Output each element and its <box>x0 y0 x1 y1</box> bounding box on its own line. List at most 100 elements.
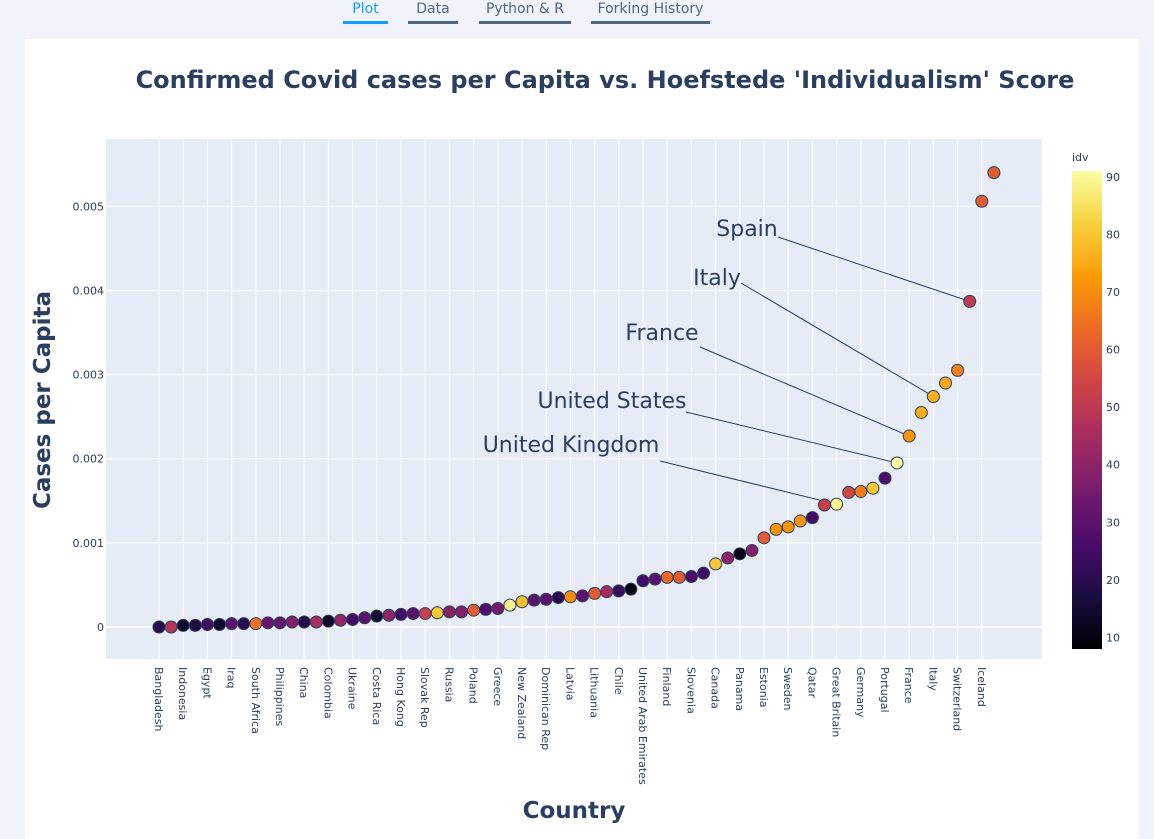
tab-forking-history[interactable]: Forking History <box>591 0 710 24</box>
data-point <box>963 294 977 308</box>
data-point <box>830 497 844 511</box>
y-tick-label: 0 <box>97 621 104 634</box>
tab-bar: Plot Data Python & R Forking History <box>0 0 1154 28</box>
colorbar-tick-label: 80 <box>1106 228 1120 241</box>
x-tick-label: Costa Rica <box>370 667 383 725</box>
data-point <box>285 615 299 629</box>
data-point <box>491 602 505 616</box>
data-point <box>854 485 868 499</box>
data-point <box>660 570 674 584</box>
colorbar-tick-label: 10 <box>1106 631 1120 644</box>
x-tick-label: Hong Kong <box>394 667 407 727</box>
tab-data[interactable]: Data <box>408 0 458 24</box>
data-point <box>745 543 759 557</box>
data-point <box>975 194 989 208</box>
data-point <box>684 570 698 584</box>
colorbar-tick-label: 50 <box>1106 401 1120 414</box>
data-point <box>370 609 384 623</box>
data-point <box>418 607 432 621</box>
x-tick-label: Qatar <box>805 667 818 698</box>
data-point <box>237 617 251 631</box>
data-point <box>781 520 795 534</box>
data-point <box>176 618 190 632</box>
annotation-label: United Kingdom <box>483 433 660 458</box>
colorbar-tick-label: 40 <box>1106 459 1120 472</box>
data-point <box>672 570 686 584</box>
colorbar-tick-label: 30 <box>1106 516 1120 529</box>
x-tick-label: Germany <box>854 667 867 718</box>
annotation-line <box>777 236 970 302</box>
data-point <box>793 514 807 528</box>
y-tick-label: 0.004 <box>73 284 105 297</box>
data-point <box>624 582 638 596</box>
data-point <box>346 612 360 626</box>
x-tick-label: France <box>902 667 915 704</box>
data-point <box>902 429 916 443</box>
x-tick-label: Switzerland <box>951 667 964 731</box>
annotation-labels: Spain Italy France United States United King… <box>483 217 778 458</box>
x-tick-label: Colombia <box>321 667 334 719</box>
data-point <box>164 620 178 634</box>
data-point <box>987 166 1001 180</box>
data-point <box>600 585 614 599</box>
data-point <box>515 595 529 609</box>
x-tick-label: Poland <box>467 667 480 704</box>
annotation-line <box>740 282 934 397</box>
x-tick-label: Canada <box>709 667 722 709</box>
colorbar-title: idv <box>1072 151 1089 164</box>
data-point <box>479 602 493 616</box>
x-tick-label: New Zealand <box>515 667 528 739</box>
y-tick-label: 0.001 <box>73 537 105 550</box>
annotation-label: Italy <box>693 266 741 291</box>
colorbar-tick-label: 60 <box>1106 344 1120 357</box>
x-tick-label: Great Britain <box>830 667 843 737</box>
x-tick-label: Italy <box>926 667 939 691</box>
data-point <box>914 405 928 419</box>
x-tick-label: Sweden <box>781 667 794 710</box>
data-point <box>334 613 347 627</box>
x-tick-label: South Africa <box>249 667 262 734</box>
annotation-lines <box>659 236 970 505</box>
tab-python-r[interactable]: Python & R <box>479 0 571 24</box>
data-point <box>358 611 372 625</box>
data-point <box>757 531 771 545</box>
x-tick-label: China <box>297 667 310 698</box>
data-point <box>527 593 541 607</box>
data-point <box>309 615 323 629</box>
data-point <box>563 590 577 604</box>
data-point <box>733 547 747 561</box>
data-point <box>878 471 892 485</box>
colorbar: idv 10 20 30 40 50 60 70 80 90 <box>1072 151 1120 649</box>
data-point <box>866 481 880 495</box>
x-tick-label: Egypt <box>200 667 213 699</box>
y-tick-label: 0.005 <box>73 200 105 213</box>
plot-area <box>106 139 1042 659</box>
tab-plot[interactable]: Plot <box>343 0 388 24</box>
data-point <box>382 608 396 622</box>
data-point <box>721 551 735 565</box>
colorbar-gradient <box>1072 171 1102 649</box>
colorbar-tick-label: 90 <box>1106 171 1120 184</box>
x-tick-label: Lithuania <box>588 667 601 718</box>
data-point <box>200 618 214 632</box>
colorbar-tick-label: 20 <box>1106 574 1120 587</box>
y-gridlines <box>106 205 1042 629</box>
x-tick-label: Iceland <box>975 667 988 707</box>
x-tick-label: Portugal <box>878 667 891 713</box>
data-point <box>939 376 952 390</box>
data-point <box>261 616 275 630</box>
x-tick-label: Estonia <box>757 667 770 708</box>
data-point <box>818 498 831 512</box>
data-point <box>636 574 650 588</box>
data-point <box>273 616 287 630</box>
x-tick-label: Bangladesh <box>152 667 165 732</box>
data-point <box>709 557 723 571</box>
x-tick-label: Greece <box>491 667 504 706</box>
annotation-label: United States <box>538 389 687 414</box>
annotation-line <box>699 346 910 437</box>
data-point <box>455 605 468 619</box>
x-axis-label: Country <box>523 798 626 824</box>
data-point <box>648 572 662 586</box>
data-point <box>321 614 335 628</box>
x-tick-label: Chile <box>612 667 625 695</box>
